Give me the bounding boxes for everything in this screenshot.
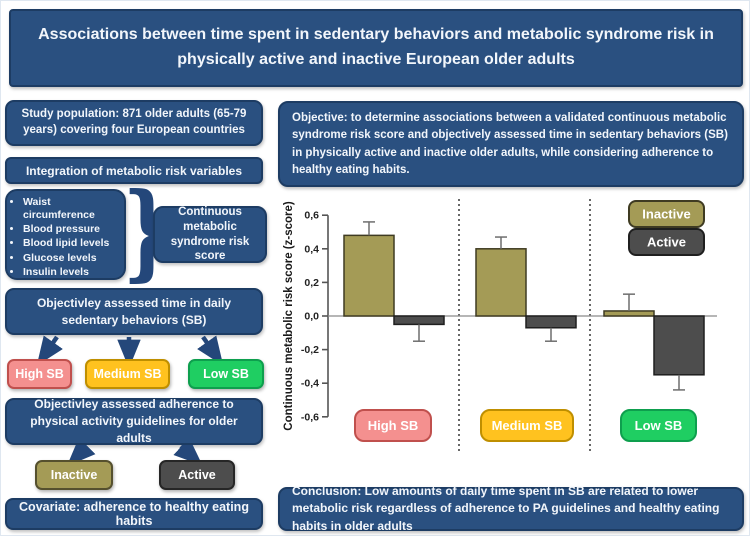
brace-icon: } <box>122 169 172 292</box>
y-tick-label: -0,2 <box>301 344 319 356</box>
continuous-score-box: Continuous metabolic syndrome risk score <box>153 206 267 263</box>
risk-variables-box: Waist circumferenceBlood pressureBlood l… <box>5 189 126 280</box>
risk-variable-item: Waist circumference <box>23 196 122 222</box>
y-tick-label: -0,6 <box>301 411 319 423</box>
chart-bar-inactive <box>343 234 395 317</box>
chart-bar-active <box>393 315 445 326</box>
study-population-box: Study population: 871 older adults (65-7… <box>5 100 263 146</box>
y-tick-label: 0,4 <box>304 243 319 255</box>
sb-time-box: Objectivley assessed time in daily seden… <box>5 288 263 335</box>
risk-variable-item: Insulin levels <box>23 266 122 279</box>
pa-adherence-box: Objectivley assessed adherence to physic… <box>5 397 263 445</box>
figure-title: Associations between time spent in seden… <box>9 9 743 87</box>
low-sb-box: Low SB <box>188 359 264 389</box>
y-tick-label: -0,4 <box>301 378 319 390</box>
y-axis-label: Continuous metabolic risk score (z-score… <box>283 201 295 431</box>
legend-swatch-inactive <box>628 200 705 228</box>
risk-variable-item: Blood pressure <box>23 223 122 236</box>
high-sb-box: High SB <box>7 359 72 389</box>
risk-variable-item: Blood lipid levels <box>23 237 122 250</box>
active-box: Active <box>159 460 235 490</box>
risk-variable-item: Glucose levels <box>23 252 122 265</box>
inactive-box: Inactive <box>35 460 113 490</box>
risk-variables-list: Waist circumferenceBlood pressureBlood l… <box>7 196 122 279</box>
objective-box: Objective: to determine associations bet… <box>278 101 744 187</box>
legend-label: Inactive <box>642 207 690 222</box>
category-pill <box>354 409 432 442</box>
category-pill <box>620 409 697 442</box>
conclusion-box: Conclusion: Low amounts of daily time sp… <box>278 484 744 533</box>
metabolic-risk-chart: 0,6 0,4 0,2 0,0 -0,2 -0,4 -0,6 Inactive Active Hi… <box>283 199 717 453</box>
legend-label: Active <box>647 235 686 250</box>
y-tick-label: 0,0 <box>304 311 319 323</box>
covariate-box: Covariate: adherence to healthy eating h… <box>5 498 263 530</box>
category-pill-label: High SB <box>368 418 419 433</box>
category-pill-label: Low SB <box>635 418 683 433</box>
down-arrows-icon <box>36 335 224 361</box>
y-tick-label: 0,6 <box>304 210 319 222</box>
chart-bar-inactive <box>475 248 527 317</box>
chart-bar-active <box>653 315 705 376</box>
category-pill <box>480 409 574 442</box>
chart-bar-active <box>525 315 577 329</box>
chart-bar-inactive <box>603 310 655 317</box>
category-pill-label: Medium SB <box>492 418 563 433</box>
legend-swatch-active <box>628 228 705 256</box>
medium-sb-box: Medium SB <box>85 359 170 389</box>
down-arrows-icon <box>66 445 203 461</box>
y-tick-label: 0,2 <box>304 277 319 289</box>
integration-box: Integration of metabolic risk variables <box>5 157 263 184</box>
